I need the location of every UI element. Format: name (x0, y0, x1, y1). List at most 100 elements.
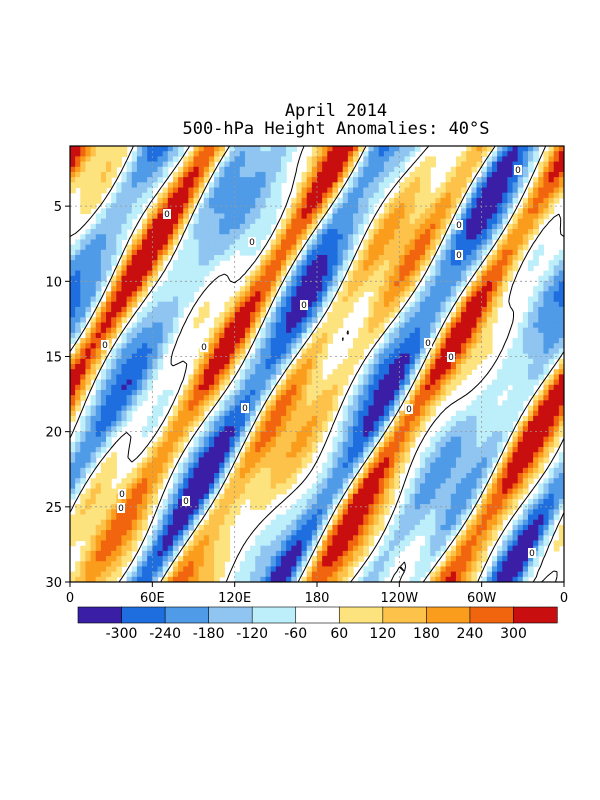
anomaly-cell (502, 213, 508, 220)
anomaly-cell (193, 395, 200, 401)
anomaly-cell (244, 306, 251, 313)
anomaly-cell (409, 332, 416, 339)
anomaly-cell (435, 280, 442, 287)
anomaly-cell (203, 146, 210, 152)
anomaly-cell (538, 441, 545, 448)
anomaly-cell (239, 389, 246, 396)
anomaly-cell (260, 171, 267, 178)
anomaly-cell (507, 415, 514, 422)
anomaly-cell (394, 447, 400, 453)
anomaly-cell (486, 280, 493, 287)
anomaly-cell (486, 327, 493, 334)
anomaly-cell (286, 473, 292, 479)
anomaly-cell (409, 312, 416, 318)
anomaly-cell (286, 146, 292, 152)
anomaly-cell (419, 161, 426, 168)
anomaly-cell (265, 379, 272, 386)
anomaly-cell (522, 177, 529, 183)
anomaly-cell (394, 478, 400, 484)
anomaly-cell (152, 249, 159, 256)
anomaly-cell (527, 374, 534, 381)
anomaly-cell (286, 462, 292, 469)
anomaly-cell (342, 218, 349, 225)
anomaly-cell (440, 457, 447, 464)
anomaly-cell (239, 421, 246, 427)
anomaly-cell (445, 171, 452, 178)
anomaly-cell (414, 244, 421, 251)
anomaly-cell (363, 187, 370, 194)
anomaly-cell (553, 369, 560, 375)
anomaly-cell (476, 177, 483, 183)
anomaly-cell (409, 322, 416, 329)
anomaly-cell (425, 197, 431, 204)
anomaly-cell (234, 296, 241, 303)
anomaly-cell (224, 410, 231, 417)
anomaly-cell (183, 260, 189, 266)
anomaly-cell (100, 483, 107, 490)
anomaly-cell (353, 182, 359, 189)
anomaly-cell (219, 218, 225, 225)
anomaly-cell (527, 364, 534, 370)
anomaly-cell (265, 301, 272, 308)
anomaly-cell (491, 286, 498, 292)
anomaly-cell (147, 161, 153, 168)
anomaly-cell (239, 223, 246, 230)
anomaly-cell (327, 467, 334, 474)
anomaly-cell (311, 177, 318, 183)
anomaly-cell (497, 213, 503, 220)
anomaly-cell (491, 234, 498, 241)
anomaly-cell (389, 306, 395, 313)
anomaly-cell (455, 322, 462, 329)
anomaly-cell (486, 317, 493, 324)
anomaly-cell (383, 223, 390, 230)
anomaly-cell (250, 223, 256, 230)
anomaly-cell (363, 384, 370, 391)
anomaly-cell (548, 348, 555, 355)
anomaly-cell (471, 426, 478, 433)
anomaly-cell (455, 327, 462, 334)
anomaly-cell (404, 244, 411, 251)
anomaly-cell (378, 395, 385, 401)
anomaly-cell (142, 255, 148, 261)
anomaly-cell (440, 436, 447, 443)
anomaly-cell (317, 379, 323, 386)
anomaly-cell (265, 182, 272, 189)
anomaly-cell (275, 431, 282, 438)
anomaly-cell (404, 436, 411, 443)
anomaly-cell (239, 343, 246, 350)
anomaly-cell (517, 146, 524, 152)
anomaly-cell (111, 166, 117, 173)
anomaly-cell (147, 234, 153, 241)
anomaly-cell (389, 171, 395, 178)
anomaly-cell (466, 156, 472, 163)
anomaly-cell (188, 291, 195, 298)
anomaly-cell (111, 405, 117, 412)
anomaly-cell (548, 431, 555, 438)
anomaly-cell (409, 353, 416, 360)
anomaly-cell (142, 369, 148, 375)
anomaly-cell (265, 374, 272, 381)
anomaly-cell (517, 421, 524, 427)
anomaly-cell (157, 332, 164, 339)
anomaly-cell (368, 306, 375, 313)
anomaly-cell (394, 203, 400, 209)
anomaly-cell (275, 467, 282, 474)
anomaly-cell (306, 171, 313, 178)
anomaly-cell (188, 244, 195, 251)
anomaly-cell (332, 275, 339, 282)
anomaly-cell (430, 467, 436, 474)
anomaly-cell (136, 296, 143, 303)
anomaly-cell (255, 166, 261, 173)
anomaly-cell (152, 358, 159, 365)
anomaly-cell (296, 431, 303, 438)
anomaly-cell (389, 348, 395, 355)
anomaly-cell (142, 275, 148, 282)
anomaly-cell (142, 177, 148, 183)
anomaly-cell (430, 280, 436, 287)
anomaly-cell (394, 161, 400, 168)
anomaly-cell (327, 249, 334, 256)
anomaly-cell (471, 203, 478, 209)
anomaly-cell (414, 400, 421, 407)
anomaly-cell (203, 265, 210, 272)
anomaly-cell (476, 213, 483, 220)
